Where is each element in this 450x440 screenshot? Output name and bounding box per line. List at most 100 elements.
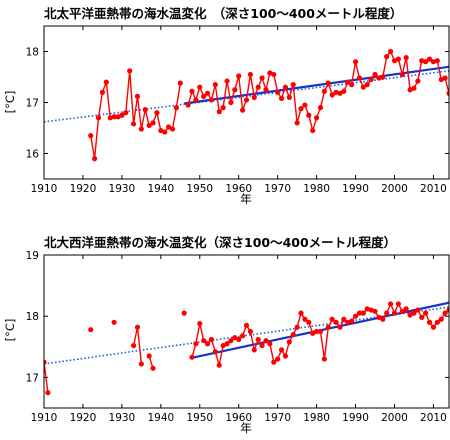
y-axis-label: [°C] <box>3 91 17 114</box>
data-point <box>232 335 238 341</box>
x-tick-label: 1990 <box>342 412 369 424</box>
data-point <box>92 156 98 162</box>
data-point <box>415 78 421 84</box>
x-tick-label: 1970 <box>264 183 291 195</box>
data-point <box>185 102 191 108</box>
data-point <box>298 106 304 112</box>
data-point <box>329 316 335 322</box>
data-point <box>208 336 215 343</box>
data-point <box>399 71 405 78</box>
panel-north-atlantic: 北大西洋亜熱帯の海水温変化（深さ100〜400メートル程度） [°C] 年 19… <box>3 235 450 435</box>
data-point <box>259 342 265 349</box>
data-point <box>423 310 429 316</box>
data-point <box>430 59 437 65</box>
x-tick-label: 1960 <box>225 412 252 424</box>
data-point <box>95 115 102 121</box>
data-point <box>240 107 246 113</box>
data-point <box>446 90 449 96</box>
data-point <box>134 324 141 330</box>
data-point <box>411 85 417 91</box>
data-point <box>282 353 289 359</box>
data-point <box>372 308 378 314</box>
data-point <box>407 87 413 93</box>
x-tick-label: 1990 <box>342 183 369 195</box>
data-point <box>294 120 300 126</box>
data-point <box>313 115 320 121</box>
data-point <box>255 336 261 343</box>
data-point <box>220 342 226 349</box>
x-tick-label: 2000 <box>381 412 408 424</box>
y-tick-label: 17 <box>26 98 39 110</box>
data-point <box>193 341 199 347</box>
data-point <box>290 331 296 338</box>
data-point <box>298 310 304 316</box>
data-point <box>349 82 355 88</box>
data-point <box>286 94 292 100</box>
data-point <box>123 110 129 116</box>
x-tick-label: 1920 <box>70 183 97 195</box>
data-point <box>278 95 285 102</box>
data-point <box>380 316 386 322</box>
data-point <box>329 92 335 98</box>
data-point <box>294 324 300 330</box>
plot-area <box>44 48 449 162</box>
data-point <box>341 316 347 322</box>
x-tick-label: 1920 <box>70 412 97 424</box>
y-axis-label: [°C] <box>3 319 17 342</box>
x-axis-label: 年 <box>240 421 252 435</box>
data-point <box>384 310 390 316</box>
data-point <box>115 114 121 120</box>
data-point <box>352 59 359 65</box>
x-tick-label: 1950 <box>186 412 213 424</box>
data-point <box>189 354 195 360</box>
data-point <box>197 84 203 90</box>
data-point <box>395 301 401 307</box>
data-point <box>352 313 359 319</box>
plot-area <box>44 301 449 396</box>
data-point <box>216 362 222 368</box>
data-point <box>263 87 269 93</box>
data-point <box>411 310 417 316</box>
data-point <box>158 127 164 134</box>
data-point <box>415 307 421 313</box>
data-point <box>345 79 351 85</box>
data-point <box>267 70 273 76</box>
data-point <box>236 73 242 79</box>
data-point <box>173 105 180 111</box>
data-point <box>251 347 257 353</box>
data-point <box>130 342 137 349</box>
data-point <box>103 79 109 85</box>
data-point <box>107 115 113 121</box>
data-point <box>197 320 203 327</box>
data-point <box>271 71 277 78</box>
data-point <box>251 94 257 100</box>
data-point <box>259 75 265 81</box>
data-point <box>181 310 187 316</box>
data-point <box>387 48 394 55</box>
data-point <box>325 80 331 86</box>
data-point <box>236 336 242 343</box>
data-point <box>376 75 382 81</box>
data-point <box>356 75 363 81</box>
x-axis-label: 年 <box>240 192 252 206</box>
data-point <box>275 89 281 95</box>
data-point <box>243 322 250 328</box>
data-point <box>201 93 207 99</box>
data-point <box>162 129 168 135</box>
x-tick-label: 1910 <box>31 183 58 195</box>
x-tick-label: 1980 <box>303 183 330 195</box>
data-point <box>434 58 440 64</box>
chart-title: 北大西洋亜熱帯の海水温変化（深さ100〜400メートル程度） <box>44 235 396 250</box>
data-point <box>317 328 324 335</box>
data-point <box>228 338 234 344</box>
data-point <box>247 328 253 335</box>
data-point <box>306 112 312 118</box>
data-point <box>321 356 327 362</box>
data-point <box>154 110 160 116</box>
data-point <box>212 82 218 88</box>
data-point <box>302 102 308 108</box>
data-point <box>306 319 312 325</box>
data-point <box>271 359 277 365</box>
plot-frame <box>43 254 450 409</box>
